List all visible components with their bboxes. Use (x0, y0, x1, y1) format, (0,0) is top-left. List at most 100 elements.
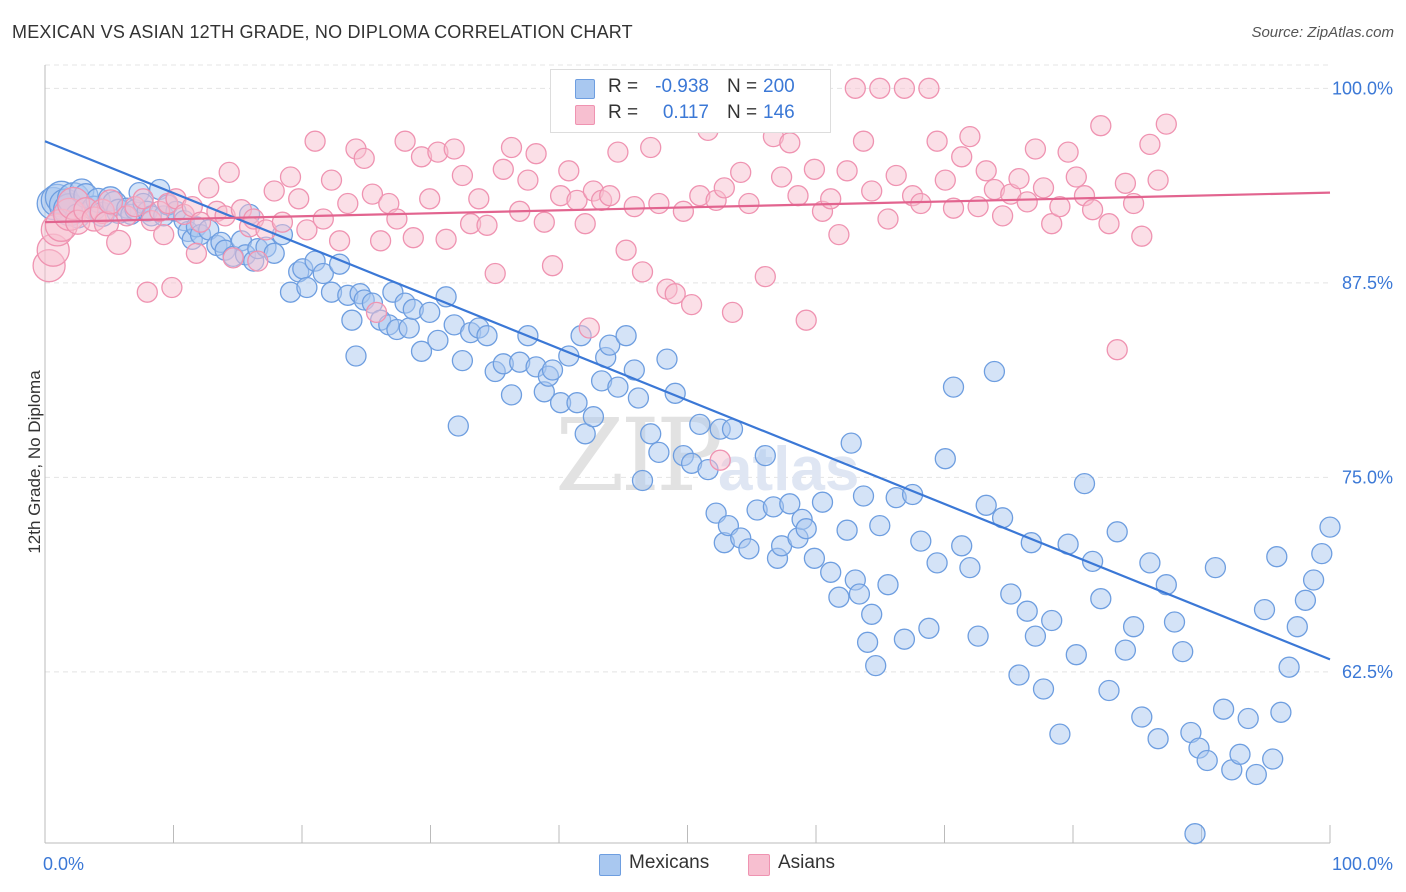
mexicans-point-162 (1090, 588, 1112, 610)
asians-point-53 (386, 208, 408, 230)
asians-point-117 (893, 77, 916, 99)
asians-point-19 (153, 223, 175, 246)
asians-point-95 (713, 177, 735, 199)
y-tick-label-1: 75.0% (1342, 467, 1393, 487)
y-tick-label-2: 87.5% (1342, 273, 1393, 293)
mexicans-point-184 (1262, 748, 1284, 770)
asians-point-141 (1090, 115, 1112, 137)
asians-n-label: N = (727, 102, 758, 123)
trend-lines (44, 140, 1331, 661)
mexicans-point-135 (877, 574, 899, 596)
mexicans-point-66 (419, 301, 441, 324)
asians-point-90 (680, 293, 703, 316)
mexicans-point-129 (848, 583, 871, 605)
asians-point-40 (288, 188, 310, 210)
asians-point-69 (517, 169, 539, 191)
asians-point-106 (803, 158, 826, 180)
mexicans-point-188 (1286, 616, 1308, 638)
mexicans-point-166 (1122, 616, 1145, 638)
asians-point-149 (1155, 113, 1177, 135)
asians-point-84 (631, 261, 654, 283)
asians-point-66 (492, 158, 514, 180)
mexicans-point-141 (926, 552, 948, 574)
asians-point-136 (1049, 195, 1071, 218)
asians-point-140 (1081, 199, 1104, 221)
mexicans-point-164 (1106, 521, 1128, 543)
mexicans-point-145 (959, 556, 981, 579)
mexicans-point-167 (1131, 706, 1153, 728)
asians-point-115 (877, 208, 899, 230)
asians-point-131 (1008, 167, 1030, 190)
mexicans-point-180 (1229, 743, 1251, 765)
asians-point-60 (443, 138, 465, 160)
asians-point-123 (942, 197, 965, 219)
asians-point-88 (664, 283, 686, 305)
mexicans-point-65 (410, 340, 433, 362)
asians-point-96 (721, 301, 744, 324)
asians-point-67 (500, 136, 523, 159)
mexicans-point-137 (893, 628, 916, 650)
mexicans-point-174 (1184, 823, 1206, 845)
mexicans-point-190 (1302, 569, 1325, 591)
asians-point-35 (247, 250, 269, 272)
asians-trend-line (44, 191, 1331, 224)
asians-point-98 (738, 192, 760, 215)
asians-point-72 (541, 255, 564, 277)
mexicans-swatch (575, 79, 595, 99)
x-tick-label-min: 0.0% (43, 854, 84, 874)
asians-point-39 (279, 166, 302, 188)
asians-point-135 (1041, 213, 1063, 235)
asians-point-133 (1024, 138, 1047, 160)
asians-point-37 (263, 180, 285, 202)
asians-point-127 (975, 160, 997, 182)
mexicans-point-83 (541, 359, 564, 381)
asians-n-value: 146 (763, 102, 795, 123)
mexicans-point-67 (427, 329, 449, 352)
mexicans-point-131 (856, 631, 879, 653)
asians-point-103 (779, 132, 801, 154)
mexicans-point-123 (811, 491, 834, 513)
mexicans-point-171 (1163, 611, 1186, 633)
mexicans-point-53 (341, 309, 363, 331)
mexicans-r-label: R = (608, 76, 639, 97)
asians-point-82 (615, 239, 637, 261)
series-mexicans (36, 178, 1341, 845)
mexicans-point-99 (648, 441, 670, 464)
asians-point-54 (394, 130, 416, 152)
asians-point-27 (198, 177, 220, 199)
mexicans-point-140 (918, 617, 940, 639)
mexicans-point-104 (689, 413, 711, 436)
asians-point-76 (574, 213, 596, 235)
mexicans-point-176 (1196, 749, 1218, 772)
y-axis-label: 12th Grade, No Diploma (25, 370, 44, 554)
asians-point-132 (1016, 191, 1038, 213)
asians-point-15 (132, 188, 154, 210)
asians-point-80 (599, 185, 621, 207)
asians-point-64 (476, 214, 498, 236)
mexicans-point-118 (779, 493, 801, 515)
asians-r-label: R = (608, 102, 639, 123)
mexicans-point-97 (631, 469, 654, 492)
mexicans-point-177 (1204, 556, 1227, 579)
mexicans-point-192 (1319, 516, 1341, 538)
mexicans-point-70 (447, 415, 469, 437)
mexicans-point-121 (795, 518, 817, 540)
asians-point-116 (885, 164, 907, 187)
mexicans-point-155 (1032, 678, 1055, 700)
mexicans-point-133 (865, 654, 887, 677)
y-tick-label-0: 62.5% (1342, 662, 1393, 682)
asians-point-120 (918, 77, 940, 99)
mexicans-point-169 (1147, 728, 1169, 750)
asians-point-119 (910, 192, 932, 215)
asians-point-137 (1057, 141, 1079, 163)
asians-point-74 (558, 160, 580, 182)
asians-point-41 (296, 219, 318, 241)
mexicans-point-151 (1008, 664, 1030, 686)
asians-point-108 (820, 188, 842, 210)
asians-point-45 (328, 230, 351, 252)
asians-point-61 (451, 164, 474, 187)
asians-point-129 (991, 205, 1014, 227)
asians-point-77 (578, 317, 600, 339)
asians-point-105 (795, 309, 817, 331)
mexicans-point-89 (582, 406, 605, 428)
